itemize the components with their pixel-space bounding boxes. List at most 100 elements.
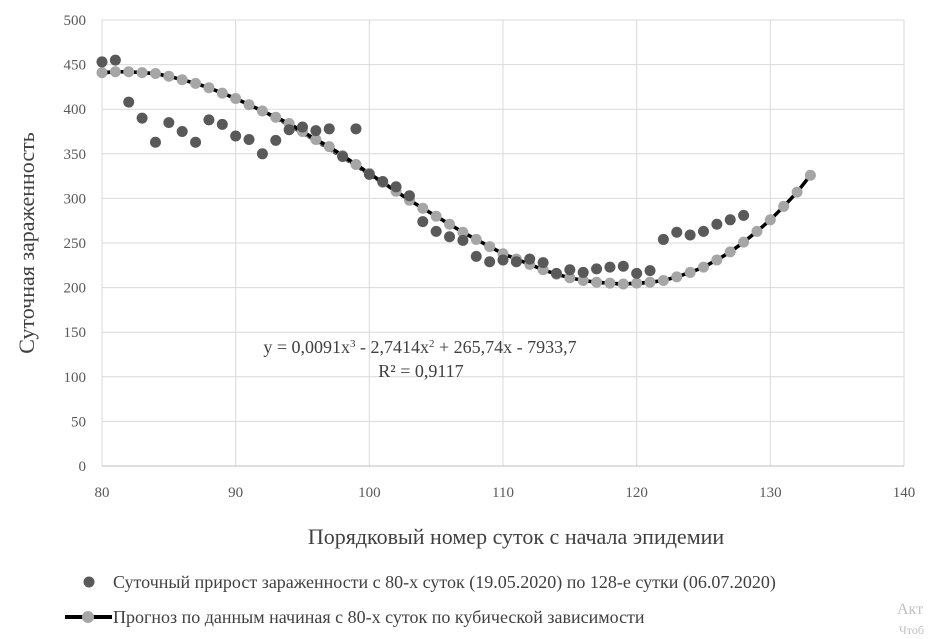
actual-point [176,126,188,137]
grid [101,19,905,467]
actual-point [149,136,161,148]
actual-point [123,96,135,108]
forecast-point [310,134,322,146]
forecast-point [738,236,750,248]
actual-point [297,121,308,133]
forecast-point [230,92,242,104]
y-tick-label: 250 [64,236,87,252]
forecast-point [256,105,268,117]
actual-point [430,225,442,237]
y-tick-label: 100 [64,370,87,386]
actual-point [390,181,402,193]
actual-point [631,267,643,279]
forecast-point [684,266,696,278]
y-tick-label: 0 [79,459,87,475]
actual-point [230,130,242,142]
x-tick-label: 110 [492,485,514,501]
actual-point [604,261,616,273]
forecast-point [724,246,736,258]
watermark-line-1: Акт [897,601,923,618]
actual-point [738,209,750,221]
x-tick-label: 120 [625,485,648,501]
actual-point [444,231,456,243]
forecast-point [417,202,429,214]
actual-point [644,265,656,277]
x-tick-label: 100 [358,485,381,501]
forecast-point [484,241,496,253]
x-tick-label: 130 [759,485,782,501]
actual-point [203,114,215,126]
forecast-point [203,82,215,94]
y-tick-label: 450 [64,58,87,74]
forecast-point [791,186,803,198]
actual-point [537,257,549,269]
actual-point [350,123,362,135]
forecast-point [123,66,135,78]
forecast-point [96,67,108,79]
actual-point [711,218,723,230]
forecast-point [778,200,790,212]
forecast-point [631,277,643,289]
actual-point [524,253,536,265]
forecast-point [804,169,816,181]
forecast-point [617,278,629,290]
actual-point [96,56,108,68]
forecast-point [591,276,603,288]
forecast-point [764,214,776,226]
actual-point [510,256,522,268]
actual-point [323,123,335,135]
actual-point [698,225,709,237]
actual-point [136,112,148,124]
actual-point [684,229,696,241]
actual-point [403,190,415,202]
y-tick-label: 50 [71,414,86,430]
forecast-point [751,225,763,237]
actual-point [283,124,295,136]
actual-point [577,266,589,278]
forecast-point [176,74,188,86]
actual-point [256,148,268,160]
actual-point [497,254,509,266]
legend: Суточный прирост зараженности с 80-х сут… [65,572,776,627]
actual-point [243,134,255,146]
actual-point [470,250,482,262]
actual-point [591,263,603,275]
forecast-point [457,226,469,238]
trendline-equation: y = 0,0091x3 - 2,7414x2 + 265,74x - 7933… [263,337,576,357]
forecast-point [149,68,161,80]
forecast-point [136,67,148,79]
trendline-r-squared: R² = 0,9117 [378,361,463,381]
forecast-point [564,272,576,284]
actual-point [190,136,202,148]
legend-label-forecast: Прогноз по данным начиная с 80-х суток п… [113,607,645,627]
x-tick-label: 140 [893,485,916,501]
actual-point [617,260,629,272]
actual-point [270,134,282,146]
actual-point [457,234,469,246]
legend-marker-actual [83,576,95,588]
forecast-point [698,261,709,273]
y-axis-title: Суточная зараженность [14,132,39,354]
forecast-point [671,271,683,283]
forecast-point [577,274,589,286]
actual-point [216,118,228,130]
legend-marker-forecast [82,611,94,623]
y-tick-label: 200 [64,281,87,297]
actual-point [550,267,562,279]
forecast-series [96,66,816,290]
x-tick-label: 80 [95,485,110,501]
y-tick-label: 350 [64,147,87,163]
actual-point [163,117,175,129]
forecast-point [430,210,442,222]
forecast-point [470,233,482,245]
x-axis-title: Порядковый номер суток с начала эпидемии [308,524,725,549]
y-tick-label: 500 [64,13,87,29]
actual-point [724,214,736,226]
y-tick-label: 400 [64,102,87,118]
actual-point [337,150,349,162]
legend-label-actual: Суточный прирост зараженности с 80-х сут… [113,572,776,593]
forecast-point [109,66,121,78]
forecast-point [711,254,723,266]
